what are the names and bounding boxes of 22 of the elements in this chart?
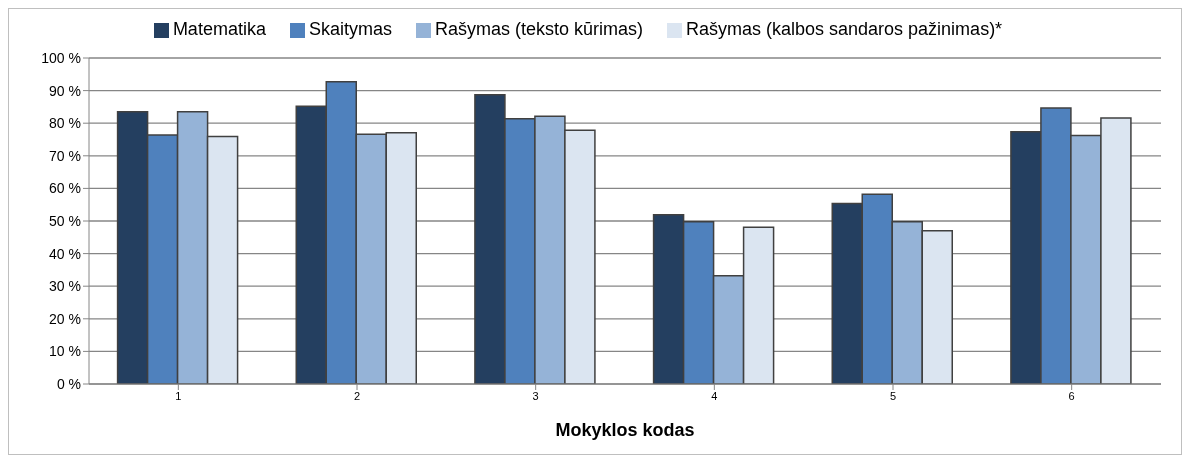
y-tick-label: 90 %	[49, 82, 81, 99]
x-tick-label: 4	[711, 389, 718, 402]
x-tick-label: 5	[889, 389, 897, 402]
y-tick-label: 40 %	[49, 245, 81, 262]
y-tick-label: 70 %	[49, 147, 81, 164]
legend-label: Rašymas (teksto kūrimas)	[434, 19, 643, 39]
y-tick-label: 60 %	[49, 180, 81, 197]
y-tick-label: 30 %	[49, 278, 81, 295]
x-tick-label: 3	[532, 389, 539, 402]
x-tick-label: 1	[175, 389, 182, 402]
x-tick-label: 6	[1068, 389, 1075, 402]
legend-label: Rašymas (kalbos sandaros pažinimas)*	[686, 19, 1003, 39]
legend-label: Matematika	[172, 19, 266, 39]
x-tick-label: 2	[353, 389, 361, 402]
y-tick-label: 50 %	[49, 212, 81, 229]
y-tick-label: 80 %	[49, 115, 81, 132]
x-axis-title: Mokyklos kodas	[555, 420, 695, 440]
y-tick-label: 0 %	[56, 375, 81, 392]
legend-label: Skaitymas	[308, 19, 392, 39]
y-tick-label: 20 %	[49, 310, 81, 327]
y-tick-label: 100 %	[41, 49, 81, 66]
y-tick-label: 10 %	[49, 343, 81, 360]
